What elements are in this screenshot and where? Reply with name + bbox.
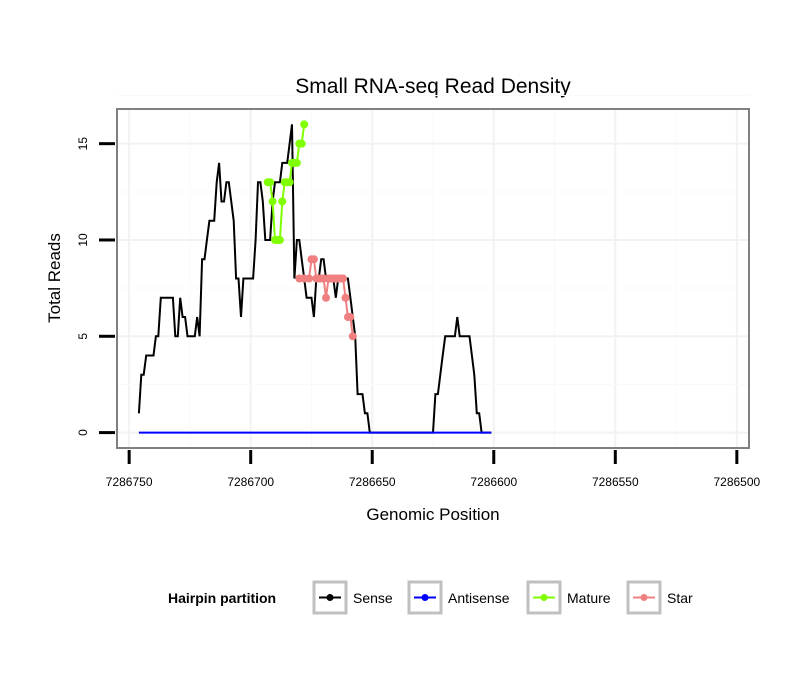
data-point-star	[348, 332, 357, 341]
legend-title: Hairpin partition	[168, 590, 276, 606]
x-tick-label: 7286700	[227, 475, 274, 489]
x-tick-label: 7286600	[470, 475, 517, 489]
data-point-mature	[268, 197, 277, 206]
legend-label-sense: Sense	[353, 590, 393, 606]
data-point-star	[346, 313, 355, 322]
data-point-mature	[297, 139, 306, 148]
legend-label-star: Star	[667, 590, 693, 606]
y-tick-label: 10	[76, 233, 90, 247]
data-point-mature	[278, 197, 287, 206]
plot-border	[116, 108, 750, 449]
x-tick-label: 7286750	[106, 475, 153, 489]
x-axis-title: Genomic Position	[366, 505, 499, 524]
axes: 7286750 7286700 7286650 7286600 7286550 72865…	[76, 137, 761, 489]
data-point-star	[339, 274, 348, 283]
legend-key-point	[540, 594, 548, 601]
legend-label-mature: Mature	[567, 590, 611, 606]
chart-title: Small RNA-seq Read Density	[295, 75, 571, 98]
data-point-mature	[266, 178, 275, 187]
data-point-mature	[275, 235, 284, 244]
y-tick-label: 5	[76, 333, 90, 340]
y-tick-label: 0	[76, 429, 90, 436]
series-layer	[137, 120, 492, 434]
legend-key-point	[326, 594, 334, 601]
data-point-star	[322, 293, 331, 302]
y-tick-label: 15	[76, 137, 90, 151]
x-tick-label: 7286550	[592, 475, 639, 489]
data-point-star	[305, 274, 314, 283]
legend-key-point	[421, 594, 429, 601]
x-tick-label: 7286500	[713, 475, 760, 489]
data-point-star	[309, 255, 318, 264]
grid	[117, 95, 749, 448]
legend-label-antisense: Antisense	[448, 590, 510, 606]
data-point-mature	[300, 120, 309, 129]
legend: Hairpin partition Sense Antisense Mature St…	[168, 580, 693, 615]
data-point-star	[341, 293, 350, 302]
x-tick-label: 7286650	[349, 475, 396, 489]
legend-key-point	[640, 594, 648, 601]
data-point-mature	[292, 158, 301, 167]
y-axis-title: Total Reads	[45, 233, 64, 323]
data-point-mature	[285, 178, 294, 187]
